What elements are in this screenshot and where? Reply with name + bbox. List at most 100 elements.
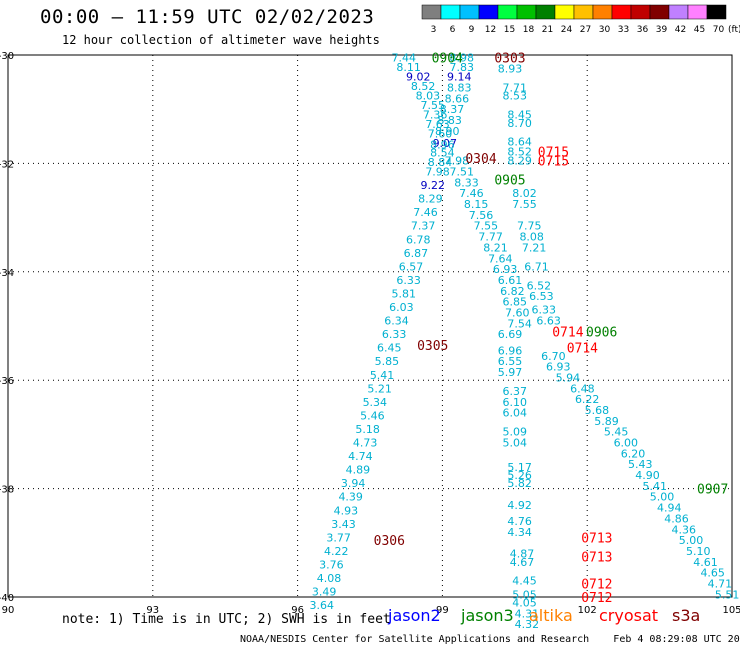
swh-value-label: 6.52 (527, 279, 552, 292)
swh-value-label: 5.85 (375, 355, 400, 368)
chart-subtitle: 12 hour collection of altimeter wave hei… (62, 33, 380, 47)
swh-value-label: 7.77 (478, 231, 503, 244)
legend-swatch (668, 4, 689, 20)
swh-value-label: 8.08 (519, 231, 544, 244)
swh-value-label: 8.84 (428, 156, 453, 169)
legend-bin-label: 30 (599, 25, 611, 35)
legend-bin-label: 6 (450, 25, 456, 35)
legend-jason3: jason3 (461, 606, 514, 625)
swh-value-label: 9.14 (447, 71, 472, 84)
swh-value-label: 6.03 (389, 301, 414, 314)
swh-value-label: 7.64 (488, 252, 513, 265)
swh-value-label: 6.22 (575, 393, 600, 406)
swh-value-label: 8.98 (449, 52, 474, 65)
swh-value-label: 8.83 (447, 82, 472, 95)
swh-value-label: 5.97 (498, 366, 523, 379)
pass-time-label: 0907 (697, 483, 728, 498)
pass-time-label: 0713 (581, 531, 612, 546)
swh-value-label: 4.90 (635, 469, 660, 482)
swh-value-label: 5.21 (367, 382, 392, 395)
legend-swatch (649, 4, 670, 20)
swh-value-label: 4.92 (507, 499, 532, 512)
swh-value-label: 3.43 (331, 518, 356, 531)
swh-value-label: 3.94 (341, 477, 366, 490)
swh-value-label: 5.45 (604, 426, 629, 439)
pass-time-label: 0712 (581, 577, 612, 592)
swh-value-label: 7.21 (522, 241, 547, 254)
legend-bin-label: 18 (523, 25, 535, 35)
swh-value-label: 5.46 (360, 409, 385, 422)
legend-bin-label: 27 (580, 25, 591, 35)
swh-value-label: 5.41 (370, 369, 395, 382)
swh-value-label: 4.73 (353, 437, 378, 450)
swh-value-label: 4.05 (512, 596, 537, 609)
swh-value-label: 5.04 (503, 437, 528, 450)
swh-value-label: 6.55 (498, 355, 523, 368)
legend-swatch (554, 4, 575, 20)
swh-value-label: 6.70 (541, 350, 566, 363)
swh-value-label: 6.85 (503, 296, 528, 309)
chart-footer: NOAA/NESDIS Center for Satellite Applica… (240, 634, 740, 645)
pass-time-label: 0712 (581, 591, 612, 606)
swh-value-label: 8.37 (440, 103, 465, 116)
swh-value-label: 3.49 (312, 586, 337, 599)
swh-value-label: 6.48 (570, 382, 595, 395)
swh-value-label: 6.69 (498, 328, 523, 341)
y-tick-label: -38 (0, 485, 14, 496)
swh-value-label: 6.20 (621, 447, 646, 460)
swh-value-label: 6.33 (396, 274, 421, 287)
swh-value-label: 6.61 (498, 274, 523, 287)
pass-time-label: 0714 (567, 342, 598, 357)
pass-time-label: 0904 (432, 52, 463, 67)
swh-value-label: 8.96 (430, 138, 455, 151)
legend-swatch (440, 4, 461, 20)
y-tick-label: -34 (0, 268, 14, 279)
swh-value-label: 3.76 (319, 558, 344, 571)
swh-value-label: 5.43 (628, 458, 653, 471)
legend-bin-label: 15 (504, 25, 515, 35)
swh-value-label: 8.03 (416, 90, 441, 103)
legend-bin-label: 39 (656, 25, 668, 35)
swh-value-label: 6.37 (503, 385, 528, 398)
swh-value-label: 3.64 (309, 599, 334, 612)
swh-value-label: 6.04 (503, 407, 528, 420)
swh-value-label: 7.44 (392, 52, 417, 65)
swh-value-label: 3.77 (326, 531, 351, 544)
swh-value-label: 7.46 (459, 187, 484, 200)
swh-value-label: 5.10 (686, 545, 711, 558)
pass-time-label: 0715 (538, 145, 569, 160)
swh-value-label: 7.55 (474, 220, 499, 233)
x-tick-label: 90 (2, 605, 15, 616)
legend-swatch (497, 4, 518, 20)
swh-value-label: 6.00 (614, 437, 639, 450)
swh-value-label: 8.21 (483, 241, 508, 254)
legend-swatch (592, 4, 613, 20)
swh-value-label: 8.11 (396, 61, 421, 74)
swh-value-label: 8.29 (507, 155, 532, 168)
swh-value-label: 4.08 (317, 572, 342, 585)
swh-value-label: 8.52 (507, 145, 532, 158)
legend-jason2: jason2 (388, 606, 441, 625)
legend-bin-label: 3 (431, 25, 437, 35)
swh-value-label: 8.29 (418, 193, 443, 206)
swh-value-label: 7.98 (425, 166, 450, 179)
swh-value-label: 6.53 (529, 290, 554, 303)
swh-value-label: 5.34 (363, 396, 388, 409)
legend-swatch (706, 4, 727, 20)
swh-value-label: 8.64 (507, 136, 532, 149)
swh-value-label: 7.98 (445, 155, 470, 168)
swh-value-label: 6.33 (382, 328, 407, 341)
legend-bin-label: 70 (713, 25, 725, 35)
plot-frame (7, 54, 733, 598)
pass-time-label: 0906 (586, 325, 617, 340)
swh-value-label: 7.55 (420, 99, 445, 112)
legend-swatch (630, 4, 651, 20)
swh-value-label: 8.52 (411, 80, 436, 93)
x-tick-label: 105 (722, 605, 740, 616)
swh-value-label: 6.71 (524, 260, 549, 273)
swh-value-label: 5.51 (715, 588, 740, 601)
swh-value-label: 4.65 (700, 567, 725, 580)
y-tick-label: -32 (0, 159, 14, 170)
chart-note: note: 1) Time is in UTC; 2) SWH is in fe… (62, 612, 391, 627)
swh-value-label: 5.00 (650, 491, 675, 504)
